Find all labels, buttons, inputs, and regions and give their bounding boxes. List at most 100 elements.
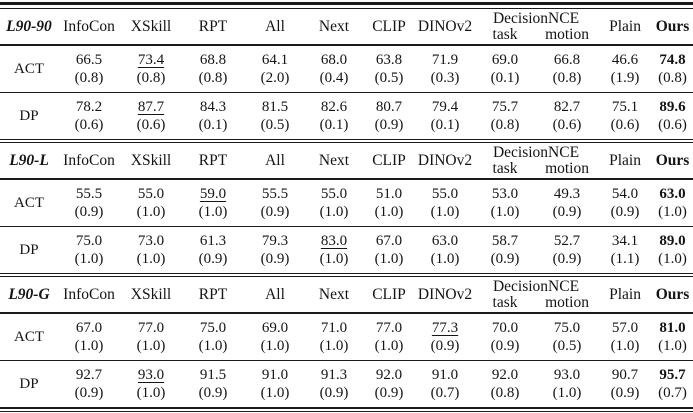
score-value: 87.7: [137, 99, 165, 115]
score-std: (1.0): [374, 204, 404, 220]
row-label: DP: [19, 375, 39, 392]
group-column-header: DecisionNCE task motion: [474, 277, 599, 314]
group-header-label: DecisionNCE: [492, 277, 580, 295]
column-header: Ours: [652, 143, 693, 180]
value-cell: 84.3 (0.1): [182, 93, 244, 140]
value-cell: 95.7 (0.7): [652, 361, 693, 408]
value-cell: 52.7 (0.9): [536, 227, 598, 274]
value-cell: 82.7 (0.6): [536, 93, 598, 140]
score-std: (1.0): [260, 338, 290, 354]
table-row: DP 92.7 (0.9) 93.0 (1.0) 91.5 (0.9) 91.0 (1.0) 91…: [0, 361, 693, 408]
score-std: (1.0): [136, 338, 166, 354]
score-value: 67.0: [75, 320, 103, 336]
value-cell: 73.4 (0.8): [120, 45, 182, 93]
value-cell: 69.0 (1.0): [244, 313, 306, 361]
score-value: 58.7: [491, 233, 519, 249]
score-std: (0.3): [430, 70, 460, 86]
score-std: (0.9): [260, 251, 290, 267]
score-std: (0.1): [198, 117, 228, 133]
score-std: (1.0): [610, 338, 640, 354]
score-value: 49.3: [553, 186, 581, 202]
score-value: 69.0: [491, 52, 519, 68]
score-std: (1.0): [74, 251, 104, 267]
value-cell: 93.0 (1.0): [120, 361, 182, 408]
group-header-label: DecisionNCE: [492, 143, 580, 161]
column-header: InfoCon: [58, 143, 120, 180]
section-table: L90-90 InfoCon XSkill RPT All Next CLIP DINOv2 D…: [0, 9, 693, 139]
column-header: InfoCon: [58, 277, 120, 314]
score-std: (0.8): [198, 70, 228, 86]
score-value: 78.2: [75, 99, 103, 115]
score-value: 82.7: [553, 99, 581, 115]
value-cell: 63.8 (0.5): [362, 45, 416, 93]
value-cell: 66.5 (0.8): [58, 45, 120, 93]
score-std: (0.9): [319, 385, 349, 401]
score-std: (0.6): [552, 117, 582, 133]
section-divider: [0, 139, 693, 143]
score-value: 95.7: [659, 367, 686, 383]
score-std: (0.8): [658, 70, 687, 86]
value-cell: 55.0 (1.0): [306, 179, 362, 227]
score-std: (0.6): [610, 117, 640, 133]
value-cell: 81.5 (0.5): [244, 93, 306, 140]
score-value: 90.7: [611, 367, 639, 383]
score-value: 61.3: [199, 233, 227, 249]
score-std: (0.4): [319, 70, 349, 86]
score-value: 91.0: [431, 367, 459, 383]
score-value: 81.5: [261, 99, 289, 115]
score-std: (0.6): [136, 117, 166, 133]
table-row: DP 75.0 (1.0) 73.0 (1.0) 61.3 (0.9) 79.3 (0.9) 83…: [0, 227, 693, 274]
value-cell: 75.7 (0.8): [474, 93, 536, 140]
value-cell: 59.0 (1.0): [182, 179, 244, 227]
section-divider: [0, 273, 693, 277]
score-std: (0.9): [198, 385, 228, 401]
value-cell: 64.1 (2.0): [244, 45, 306, 93]
value-cell: 66.8 (0.8): [536, 45, 599, 93]
score-value: 89.6: [659, 99, 686, 115]
score-std: (0.9): [198, 251, 228, 267]
score-std: (1.0): [198, 204, 228, 220]
score-std: (1.0): [374, 338, 404, 354]
column-header: InfoCon: [58, 9, 120, 46]
score-std: (1.1): [610, 251, 640, 267]
score-std: (1.0): [319, 251, 349, 267]
value-cell: 83.0 (1.0): [306, 227, 362, 274]
score-value: 84.3: [199, 99, 227, 115]
column-header: RPT: [182, 9, 244, 46]
score-std: (0.9): [374, 385, 404, 401]
score-value: 63.0: [431, 233, 459, 249]
score-value: 57.0: [611, 320, 639, 336]
value-cell: 71.0 (1.0): [306, 313, 362, 361]
score-value: 75.1: [611, 99, 639, 115]
group-subcolumns: task motion: [474, 293, 598, 311]
value-cell: 89.0 (1.0): [652, 227, 693, 274]
subcolumn-header: motion: [545, 159, 589, 177]
score-value: 81.0: [659, 320, 686, 336]
score-value: 55.0: [320, 186, 348, 202]
value-cell: 49.3 (0.9): [536, 179, 599, 227]
score-std: (0.9): [74, 204, 104, 220]
score-value: 92.0: [375, 367, 403, 383]
value-cell: 78.2 (0.6): [58, 93, 120, 140]
value-cell: 92.7 (0.9): [58, 361, 120, 408]
row-label: ACT: [0, 179, 58, 227]
score-value: 66.8: [553, 52, 581, 68]
score-std: (0.1): [490, 70, 520, 86]
column-header: All: [244, 9, 306, 46]
score-std: (0.9): [610, 204, 640, 220]
value-cell: 70.0 (0.9): [474, 313, 536, 361]
section-label: L90-L: [0, 143, 58, 180]
value-cell: 57.0 (1.0): [598, 313, 653, 361]
score-value: 54.0: [611, 186, 639, 202]
value-cell: 90.7 (0.9): [598, 361, 652, 408]
section-table: L90-L InfoCon XSkill RPT All Next CLIP DINOv2 De…: [0, 143, 693, 273]
score-std: (1.0): [374, 251, 404, 267]
score-std: (1.0): [260, 385, 290, 401]
value-cell: 77.3 (0.9): [416, 313, 474, 361]
score-value: 75.0: [199, 320, 227, 336]
value-cell: 77.0 (1.0): [120, 313, 182, 361]
value-cell: 75.0 (0.5): [536, 313, 599, 361]
row-label: DP: [19, 241, 39, 258]
subcolumn-header: task: [492, 293, 518, 311]
value-cell: 68.0 (0.4): [306, 45, 362, 93]
